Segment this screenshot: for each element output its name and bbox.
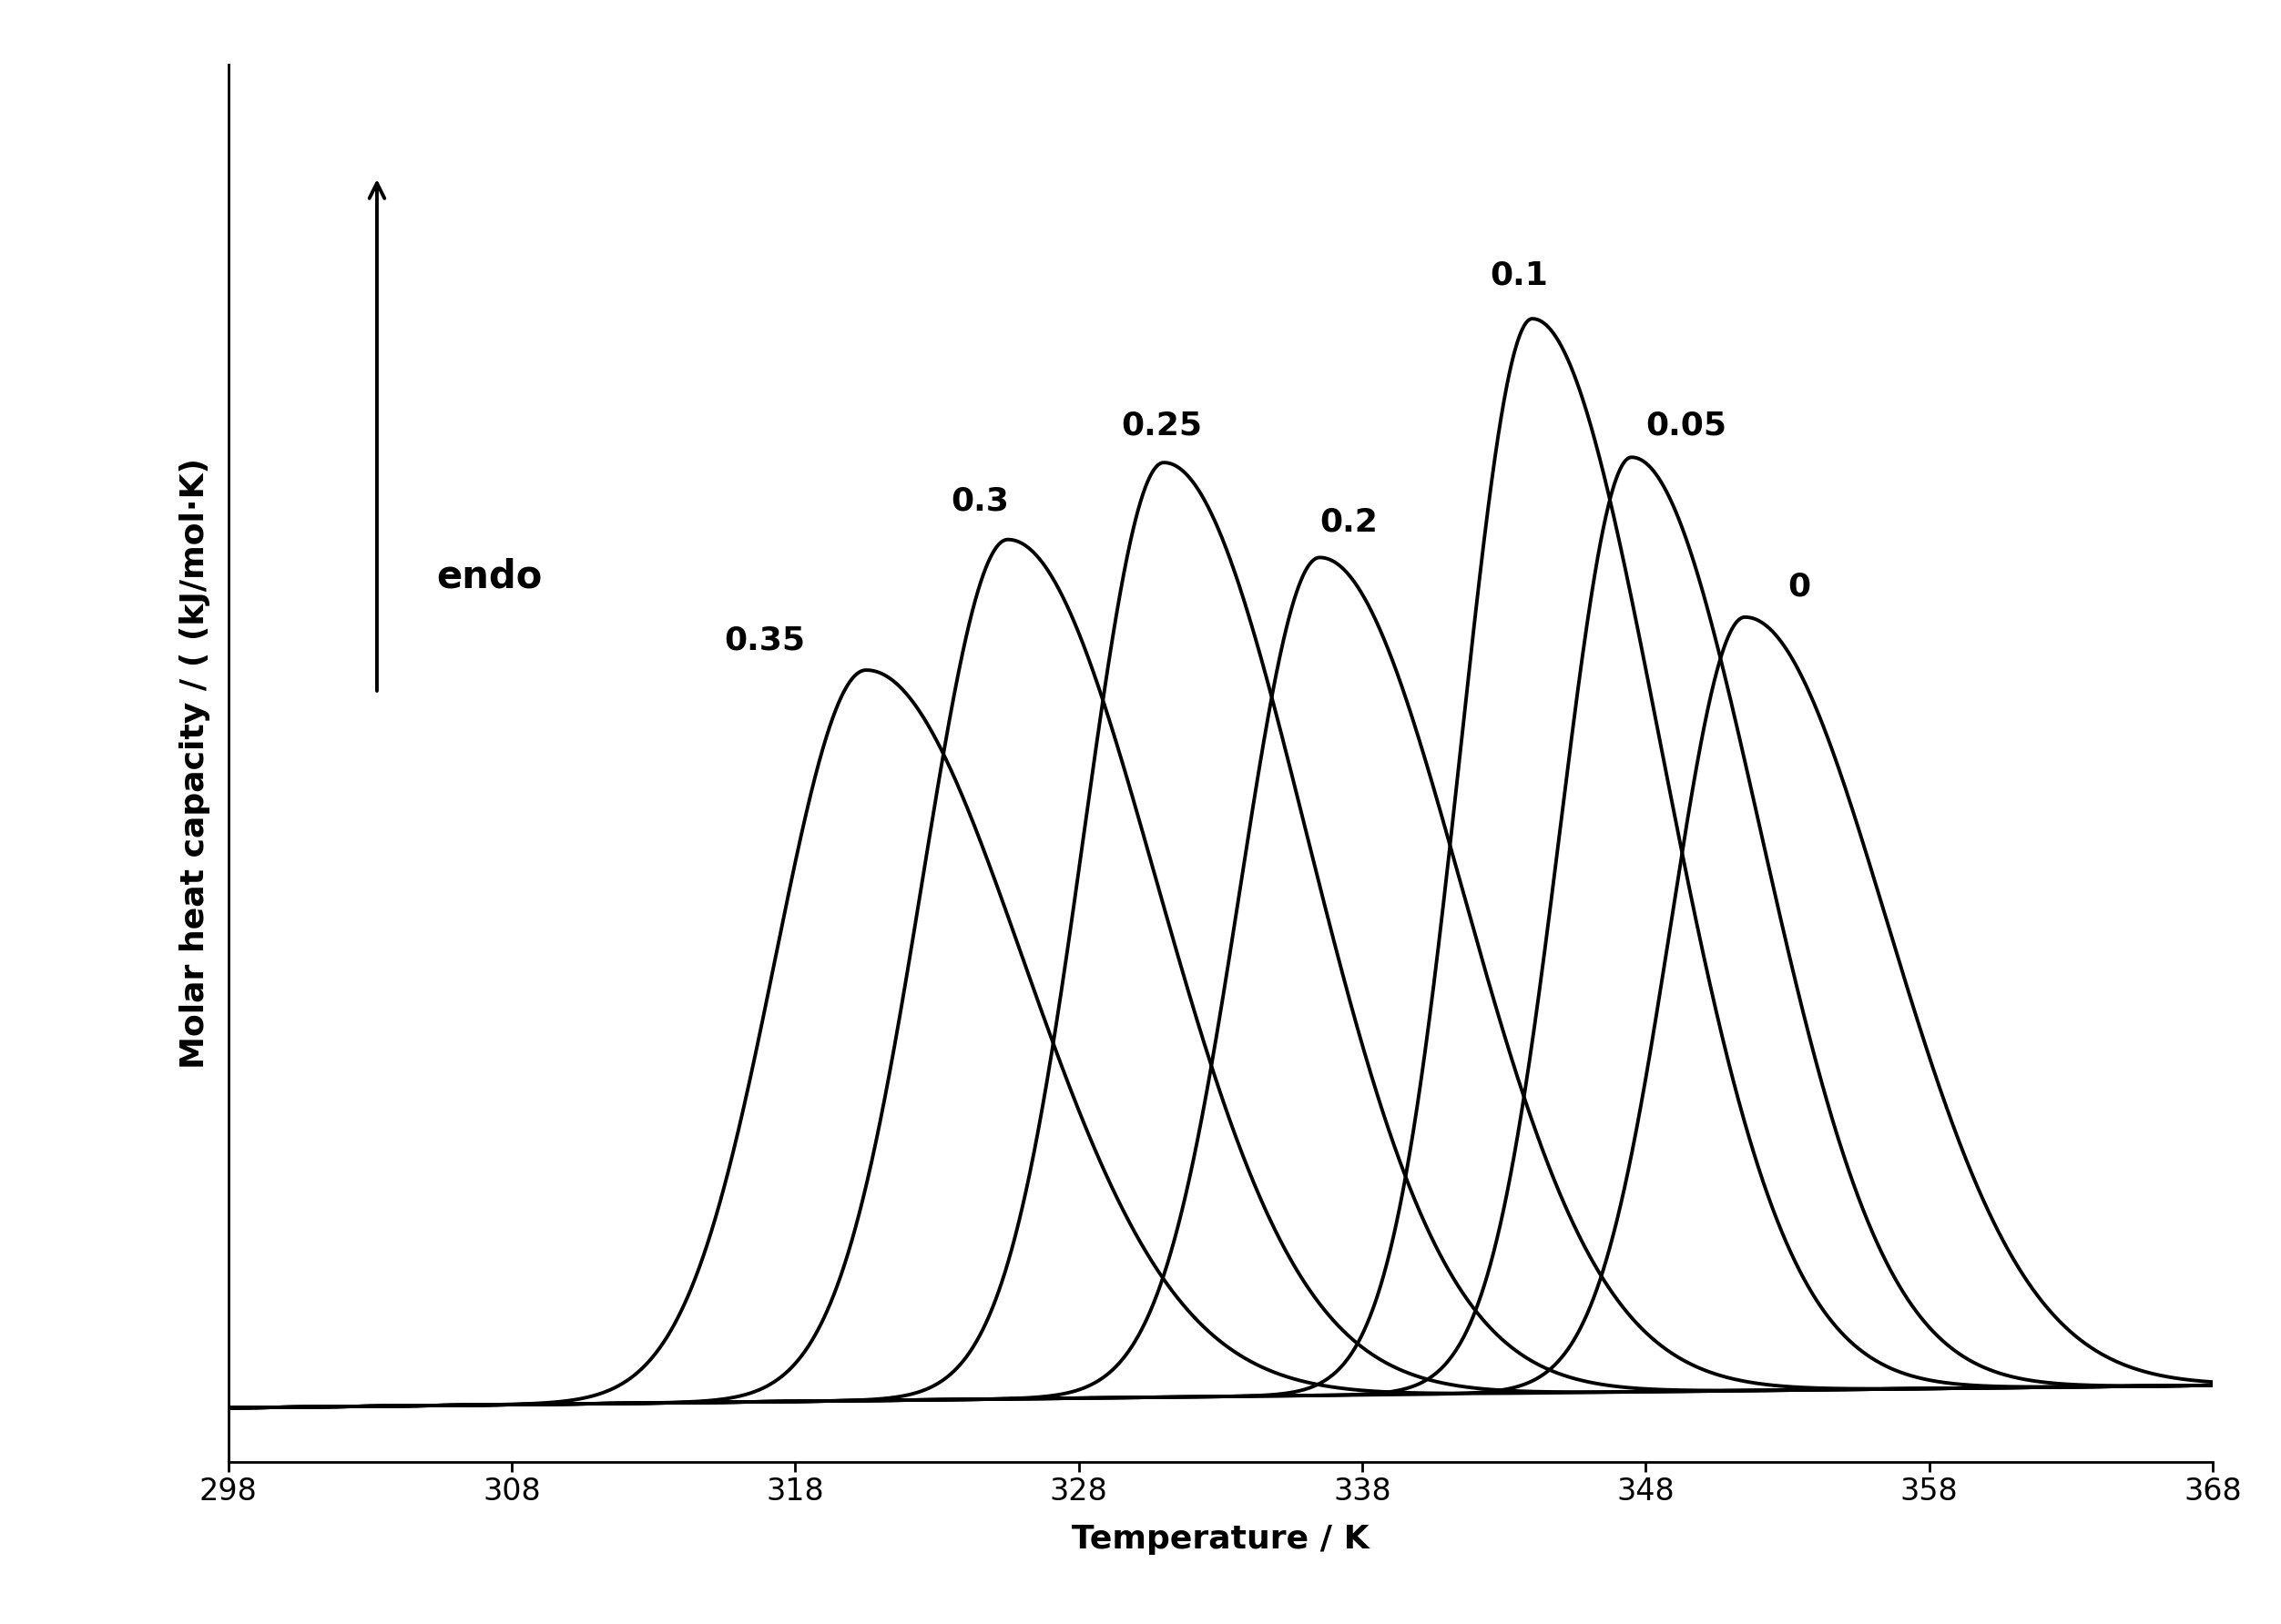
Text: endo: endo: [436, 557, 543, 596]
Text: 0.1: 0.1: [1489, 260, 1549, 291]
Text: 0.35: 0.35: [723, 625, 805, 656]
Text: 0.25: 0.25: [1122, 409, 1202, 442]
Text: 0: 0: [1788, 572, 1811, 603]
Text: 0.3: 0.3: [951, 486, 1008, 516]
Text: 0.05: 0.05: [1645, 409, 1727, 442]
X-axis label: Temperature / K: Temperature / K: [1072, 1523, 1369, 1554]
Y-axis label: Molar heat capacity / ( (kJ/mol·K): Molar heat capacity / ( (kJ/mol·K): [180, 458, 210, 1069]
Text: 0.2: 0.2: [1318, 507, 1378, 538]
